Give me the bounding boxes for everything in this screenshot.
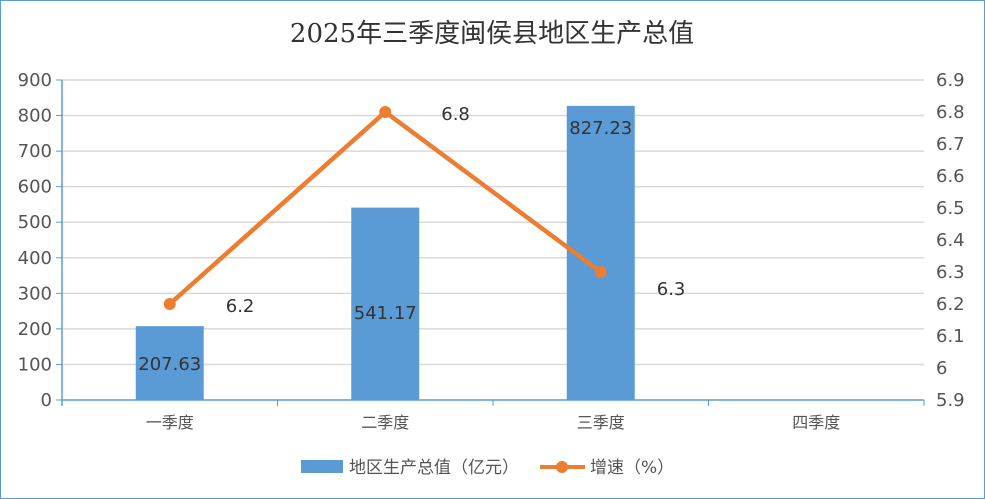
left-tick-label: 400 [18, 248, 52, 269]
category-label: 一季度 [146, 413, 194, 432]
right-tick-label: 6.7 [936, 134, 965, 155]
chart-title: 2025年三季度闽侯县地区生产总值 [290, 19, 694, 49]
right-tick-label: 6.4 [936, 230, 965, 251]
line-point [594, 266, 607, 278]
bar-data-label: 541.17 [354, 303, 417, 324]
right-tick-label: 6.5 [936, 198, 965, 219]
left-tick-label: 800 [18, 106, 52, 127]
right-tick-label: 5.9 [936, 390, 965, 411]
category-label: 四季度 [792, 413, 840, 432]
left-tick-label: 0 [41, 390, 52, 411]
right-tick-label: 6.1 [936, 326, 965, 347]
right-tick-label: 6.9 [936, 70, 965, 91]
left-tick-label: 200 [18, 319, 52, 340]
line-data-label: 6.2 [226, 296, 255, 317]
right-tick-label: 6.3 [936, 262, 965, 283]
category-label: 三季度 [577, 413, 625, 432]
right-tick-label: 6 [936, 358, 947, 379]
left-tick-label: 900 [18, 70, 52, 91]
bar [351, 207, 420, 400]
left-tick-label: 700 [18, 141, 52, 162]
line-point [163, 298, 176, 310]
left-tick-label: 100 [18, 354, 52, 375]
line-data-label: 6.8 [441, 104, 470, 125]
legend-bar-swatch [301, 460, 343, 473]
bar-data-label: 207.63 [138, 354, 201, 375]
category-label: 二季度 [361, 413, 409, 432]
legend-line-marker [556, 461, 568, 473]
line-point [379, 106, 392, 118]
bar [135, 326, 204, 400]
bar-data-label: 827.23 [569, 118, 632, 139]
legend-bar-label: 地区生产总值（亿元） [349, 458, 519, 478]
right-tick-label: 6.6 [936, 166, 965, 187]
legend-line-label: 增速（%） [590, 458, 674, 478]
left-tick-label: 500 [18, 212, 52, 233]
line-data-label: 6.3 [657, 279, 686, 300]
left-tick-label: 600 [18, 177, 52, 198]
right-tick-label: 6.2 [936, 294, 965, 315]
right-tick-label: 6.8 [936, 102, 965, 123]
left-tick-label: 300 [18, 283, 52, 304]
